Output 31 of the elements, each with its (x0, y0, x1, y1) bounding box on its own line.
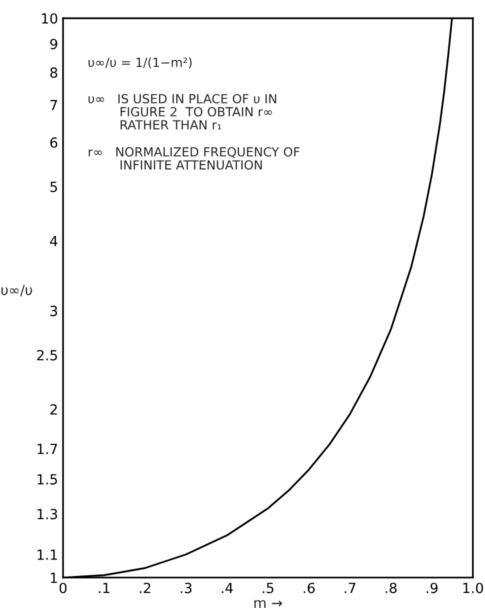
x-tick-label: .1 (98, 582, 110, 594)
y-tick-label: 8 (50, 67, 58, 78)
x-tick-label: .8 (386, 582, 397, 594)
x-tick-label: .2 (140, 582, 150, 594)
x-tick-label: .4 (222, 582, 233, 594)
y-tick-label: 4 (50, 236, 58, 246)
y-tick-label: 3 (50, 306, 58, 316)
y-axis-title: υ∞/υ (2, 284, 32, 296)
annotation: r∞ NORMALIZED FREQUENCY OF INFINITE ATTENUATION (88, 147, 300, 170)
y-tick-label: 1.7 (38, 444, 57, 454)
y-tick-label: 2 (50, 404, 57, 414)
x-tick-label: 0 (60, 582, 67, 594)
x-tick-label: .6 (304, 582, 315, 594)
x-tick-label: .5 (262, 582, 274, 594)
annotation: υ∞ IS USED IN PLACE OF υ IN FIGURE 2 TO OBTAIN r∞ RATHER THAN r₁ (88, 94, 276, 130)
y-tick-label: 1.5 (38, 474, 57, 485)
y-tick-label: 1 (50, 572, 57, 583)
x-axis-title: m → (254, 600, 282, 608)
y-tick-label: 5 (50, 182, 57, 192)
y-tick-label: 10 (42, 13, 58, 24)
y-tick-label: 2.5 (37, 350, 57, 360)
y-tick-label: 6 (50, 137, 58, 148)
y-tick-label: 9 (50, 38, 58, 50)
x-tick-label: .3 (180, 582, 192, 594)
x-tick-label: .9 (426, 582, 438, 594)
annotation: υ∞/υ = 1/(1−m²) (88, 57, 192, 69)
x-tick-label: 1.0 (463, 582, 483, 594)
x-tick-label: .7 (344, 582, 356, 594)
y-tick-label: 1.3 (38, 508, 58, 520)
y-tick-label: 7 (50, 100, 57, 110)
y-tick-label: 1.1 (38, 550, 57, 560)
